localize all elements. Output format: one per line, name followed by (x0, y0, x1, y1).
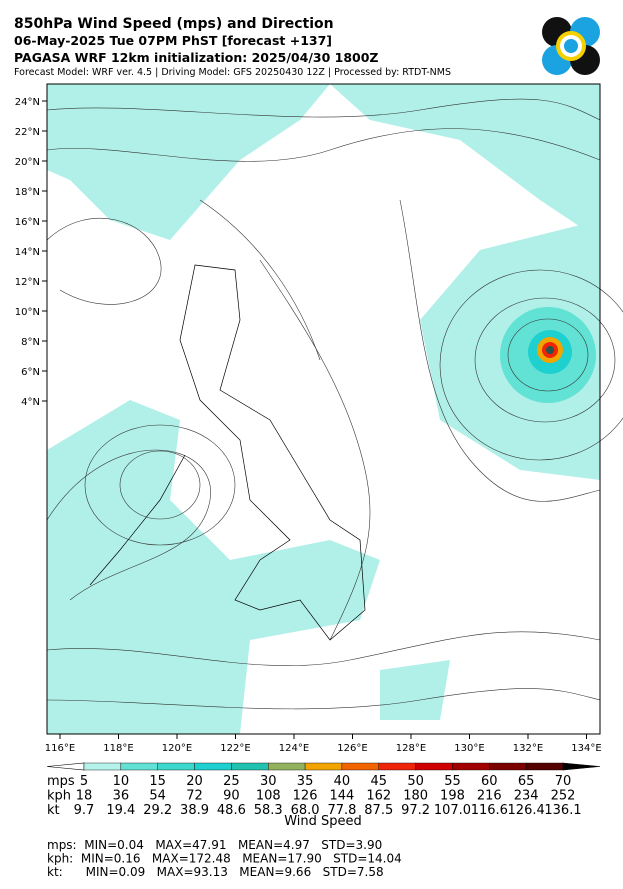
colorbar-value: 87.5 (364, 803, 393, 818)
lat-label: 16°N (15, 217, 40, 228)
colorbar-value: 136.1 (544, 803, 581, 818)
colorbar-value: 234 (514, 789, 539, 804)
colorbar-value: 116.6 (471, 803, 508, 818)
title: 850hPa Wind Speed (mps) and Direction (14, 16, 334, 32)
colorbar-value: 65 (518, 774, 535, 789)
colorbar-value: 58.3 (254, 803, 283, 818)
colorbar-value: 126.4 (508, 803, 545, 818)
colorbar-value: 90 (223, 789, 240, 804)
colorbar-unit: kph (47, 789, 71, 804)
colorbar-value: 50 (407, 774, 424, 789)
colorbar-value: 19.4 (106, 803, 135, 818)
lon-label: 116°E (45, 743, 75, 754)
colorbar-value: 25 (223, 774, 240, 789)
colorbar-value: 35 (297, 774, 314, 789)
colorbar-unit: mps (47, 774, 75, 789)
colorbar-value: 9.7 (74, 803, 95, 818)
colorbar-segment (157, 762, 195, 771)
colorbar-segment (194, 762, 232, 771)
colorbar-value: 162 (366, 789, 391, 804)
colorbar-segment (268, 762, 306, 771)
colorbar-segment (378, 762, 416, 771)
colorbar-value: 10 (113, 774, 130, 789)
subtitle: 06-May-2025 Tue 07PM PhST [forecast +137… (14, 33, 332, 48)
colorbar-value: 216 (477, 789, 502, 804)
colorbar-extend-high (562, 762, 601, 771)
streamlines (46, 98, 623, 710)
lat-label: 22°N (15, 127, 40, 138)
colorbar-value: 60 (481, 774, 498, 789)
map (46, 83, 623, 735)
lat-label: 20°N (15, 157, 40, 168)
colorbar-segment (452, 762, 490, 771)
colorbar-extend-low (46, 762, 85, 771)
typhoon-eye (546, 346, 554, 354)
model-info: Forecast Model: WRF ver. 4.5 | Driving M… (14, 67, 451, 78)
lat-label: 18°N (15, 187, 40, 198)
coastline (179, 264, 366, 641)
colorbar-value: 70 (555, 774, 572, 789)
logo (542, 17, 600, 75)
colorbar-value: 68.0 (291, 803, 320, 818)
lon-label: 120°E (162, 743, 192, 754)
colorbar-value: 48.6 (217, 803, 246, 818)
lat-label: 6°N (21, 367, 40, 378)
colorbar-segment (415, 762, 453, 771)
colorbar-value: 5 (80, 774, 88, 789)
colorbar-segment (304, 762, 343, 771)
colorbar-value: 97.2 (401, 803, 430, 818)
colorbar-segment (83, 762, 122, 771)
lon-label: 118°E (103, 743, 133, 754)
map-frame (46, 83, 601, 735)
subtitle: PAGASA WRF 12km initialization: 2025/04/… (14, 50, 379, 65)
colorbar-value: 144 (330, 789, 355, 804)
colorbar-value: 15 (149, 774, 166, 789)
colorbar-value: 126 (293, 789, 318, 804)
colorbar-value: 54 (149, 789, 166, 804)
stats-line: kt: MIN=0.09 MAX=93.13 MEAN=9.66 STD=7.5… (47, 865, 384, 879)
colorbar-value: 38.9 (180, 803, 209, 818)
lon-label: 122°E (220, 743, 250, 754)
colorbar-segment (341, 762, 379, 771)
colorbar-value: 20 (186, 774, 203, 789)
colorbar-value: 72 (186, 789, 203, 804)
lon-label: 128°E (396, 743, 426, 754)
lat-label: 24°N (15, 97, 40, 108)
colorbar-value: 252 (551, 789, 576, 804)
colorbar-title: Wind Speed (284, 814, 362, 829)
lon-label: 130°E (454, 743, 484, 754)
lat-label: 8°N (21, 337, 40, 348)
lat-label: 10°N (15, 307, 40, 318)
colorbar-value: 36 (113, 789, 130, 804)
colorbar-value: 45 (370, 774, 387, 789)
colorbar-value: 108 (256, 789, 281, 804)
stats-line: kph: MIN=0.16 MAX=172.48 MEAN=17.90 STD=… (47, 852, 402, 866)
colorbar-value: 29.2 (143, 803, 172, 818)
lon-label: 134°E (571, 743, 601, 754)
colorbar-segment (525, 762, 564, 771)
lat-label: 14°N (15, 247, 40, 258)
colorbar-value: 30 (260, 774, 277, 789)
colorbar-segment (489, 762, 527, 771)
lat-label: 12°N (15, 277, 40, 288)
lon-label: 132°E (513, 743, 543, 754)
colorbar-segment (120, 762, 158, 771)
lat-label: 4°N (21, 397, 40, 408)
colorbar-value: 55 (444, 774, 461, 789)
colorbar-value: 77.8 (327, 803, 356, 818)
lon-label: 124°E (279, 743, 309, 754)
colorbar-unit: kt (47, 803, 60, 818)
lon-label: 126°E (337, 743, 367, 754)
stats-line: mps: MIN=0.04 MAX=47.91 MEAN=4.97 STD=3.… (47, 838, 382, 852)
colorbar-value: 180 (403, 789, 428, 804)
colorbar-value: 40 (334, 774, 351, 789)
coastline (89, 454, 186, 586)
colorbar-value: 18 (76, 789, 93, 804)
colorbar-segment (231, 762, 269, 771)
colorbar-value: 198 (440, 789, 465, 804)
colorbar-value: 107.0 (434, 803, 471, 818)
